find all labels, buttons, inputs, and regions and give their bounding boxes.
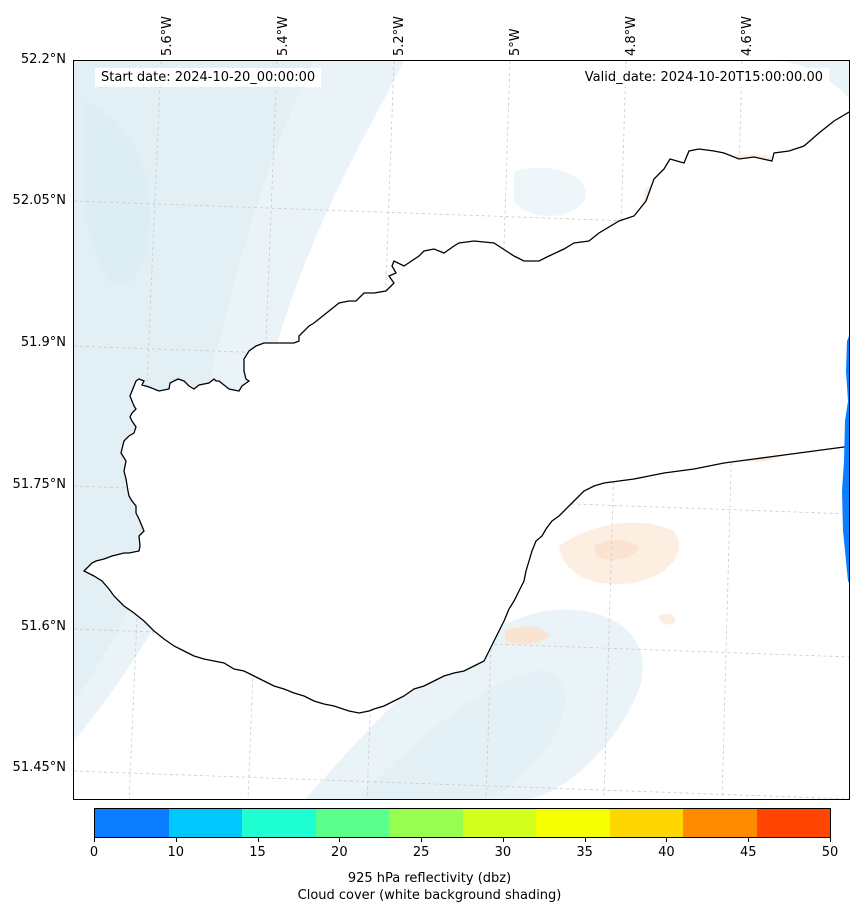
- colorbar-tickmark: [339, 838, 341, 842]
- colorbar-tick-label: 25: [412, 845, 430, 860]
- colorbar-tick-label: 35: [576, 845, 593, 860]
- colorbar-tickmark: [175, 838, 177, 842]
- colorbar-segment: [756, 809, 830, 837]
- colorbar-tickmark: [666, 838, 668, 842]
- colorbar-segment: [242, 809, 316, 837]
- latitude-label: 51.45°N: [12, 760, 66, 775]
- coastline: [82, 111, 849, 714]
- latitude-label: 51.9°N: [20, 335, 66, 350]
- colorbar-segment: [315, 809, 389, 837]
- colorbar-segment: [683, 809, 757, 837]
- colorbar-segment: [95, 809, 169, 837]
- longitude-label: 5.6°W: [160, 15, 175, 56]
- latitude-label: 51.75°N: [12, 477, 66, 492]
- map-panel: Start date: 2024-10-20_00:00:00 Valid_da…: [73, 60, 850, 800]
- colorbar-sublabel: Cloud cover (white background shading): [297, 888, 562, 903]
- longitude-label: 5°W: [508, 28, 523, 56]
- colorbar-tickmark: [748, 838, 750, 842]
- colorbar-tick-label: 45: [739, 845, 757, 860]
- longitude-label: 5.4°W: [276, 15, 291, 56]
- colorbar-tickmark: [421, 838, 423, 842]
- longitude-label: 4.8°W: [624, 15, 639, 56]
- colorbar-segment: [609, 809, 683, 837]
- colorbar-segment: [536, 809, 610, 837]
- longitude-label: 4.6°W: [740, 15, 755, 56]
- latitude-label: 52.05°N: [12, 193, 66, 208]
- valid-date-label: Valid_date: 2024-10-20T15:00:00.00: [578, 68, 829, 87]
- colorbar-tickmark: [94, 838, 95, 842]
- reflectivity-strip: [842, 336, 849, 583]
- map-canvas: [74, 61, 849, 799]
- colorbar-tickmark: [830, 838, 831, 842]
- colorbar-tick-label: 20: [331, 845, 348, 860]
- colorbar-tick-label: 0: [89, 845, 99, 860]
- latitude-label: 51.6°N: [20, 619, 66, 634]
- colorbar-segment: [168, 809, 242, 837]
- start-date-label: Start date: 2024-10-20_00:00:00: [95, 68, 322, 87]
- colorbar-tickmark: [257, 838, 259, 842]
- colorbar-segment: [462, 809, 536, 837]
- colorbar-tick-label: 15: [249, 845, 266, 860]
- colorbar-tick-label: 10: [167, 845, 185, 860]
- colorbar-label: 925 hPa reflectivity (dbz): [347, 871, 512, 886]
- colorbar-tickmark: [502, 838, 504, 842]
- latitude-label: 52.2°N: [20, 52, 66, 67]
- colorbar-tick-label: 40: [658, 845, 675, 860]
- colorbar-tick-label: 30: [494, 845, 512, 860]
- colorbar-tick-label: 50: [821, 845, 839, 860]
- colorbar: [94, 808, 831, 838]
- longitude-label: 5.2°W: [392, 15, 407, 56]
- colorbar-segment: [389, 809, 463, 837]
- colorbar-tickmark: [584, 838, 586, 842]
